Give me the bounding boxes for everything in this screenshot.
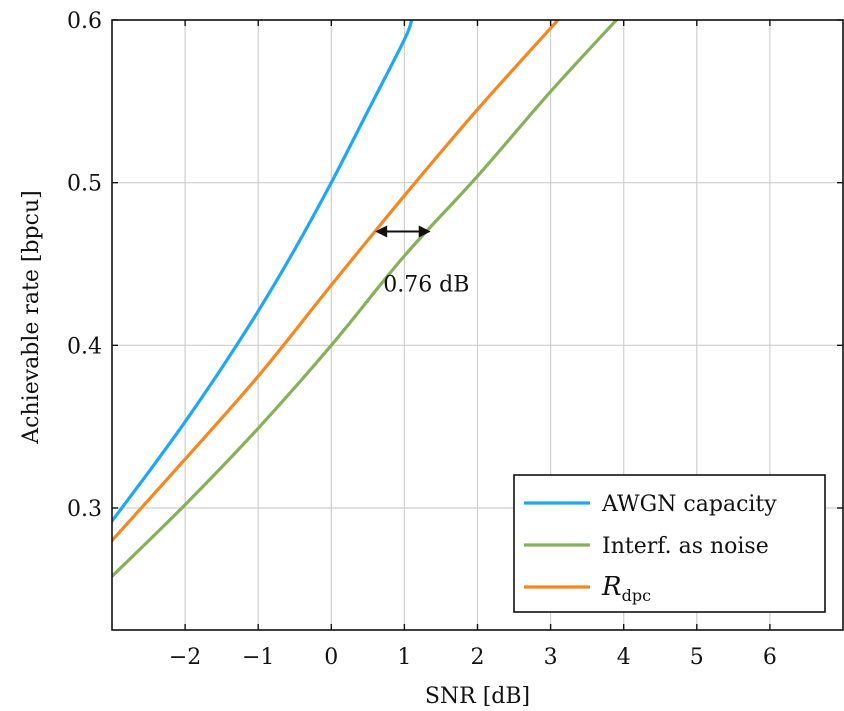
x-axis-label: SNR [dB] [425, 684, 530, 709]
x-tick-label-5: 3 [544, 645, 558, 670]
legend: AWGN capacity Interf. as noise Rdpc [513, 474, 826, 613]
y-tick-label-2: 0.5 [67, 172, 102, 197]
axis-ticks: −2 −1 0 1 2 3 4 5 6 0.3 0.4 0.5 0.6 [67, 9, 843, 670]
y-tick-label-1: 0.4 [67, 334, 102, 359]
y-axis-label: Achievable rate [bpcu] [19, 190, 44, 444]
annotation-group: 0.76 dB [375, 225, 469, 298]
x-tick-label-7: 5 [690, 645, 704, 670]
legend-label-dpc-subscript: dpc [622, 586, 651, 605]
x-tick-label-4: 2 [471, 645, 485, 670]
annotation-label: 0.76 dB [383, 273, 469, 298]
y-tick-label-3: 0.6 [67, 9, 102, 34]
legend-label-awgn-capacity: AWGN capacity [601, 492, 777, 517]
annotation-arrowhead-right [418, 225, 431, 238]
x-tick-label-2: 0 [324, 645, 338, 670]
x-tick-label-0: −2 [169, 645, 201, 670]
legend-label-interf-as-noise: Interf. as noise [602, 534, 769, 559]
x-tick-label-3: 1 [397, 645, 411, 670]
x-tick-label-6: 4 [617, 645, 631, 670]
y-tick-label-0: 0.3 [67, 497, 102, 522]
annotation-arrowhead-left [375, 225, 388, 238]
legend-label-r: R [601, 572, 622, 602]
series-lines [112, 20, 618, 578]
series-line-awgn-capacity [112, 20, 414, 523]
x-tick-label-1: −1 [242, 645, 274, 670]
series-line-r-dpc [112, 20, 561, 543]
series-line-interf-as-noise [112, 20, 618, 578]
x-tick-label-8: 6 [763, 645, 777, 670]
legend-label-r-dpc: Rdpc [601, 572, 651, 605]
